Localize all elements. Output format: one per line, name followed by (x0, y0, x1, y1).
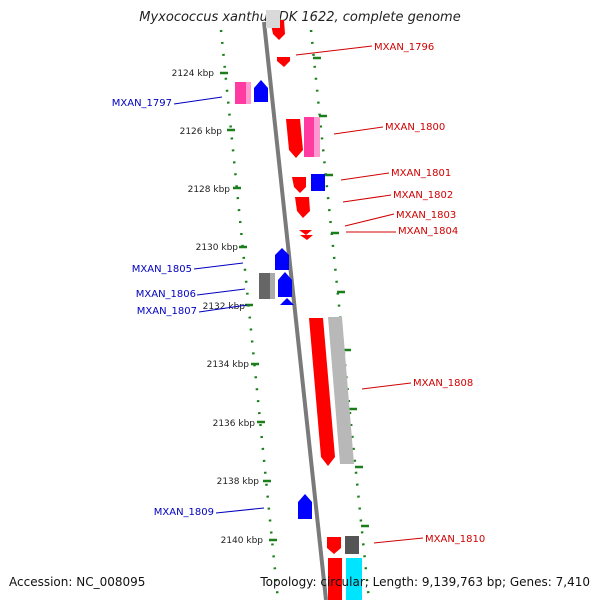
scale-tick-label: 2138 kbp (217, 477, 260, 487)
label-leader-line (173, 96, 223, 105)
label-leader-line (295, 45, 373, 56)
gene-label-mxan-1810[interactable]: MXAN_1810 (425, 534, 485, 545)
label-leader-line (333, 126, 384, 135)
label-leader-line (193, 262, 244, 270)
gene-feature-reverse[interactable] (280, 298, 294, 305)
gene-label-mxan-1806[interactable]: MXAN_1806 (136, 289, 196, 300)
gene-feature-forward[interactable] (327, 537, 341, 554)
label-leader-line (361, 382, 412, 390)
gene-label-mxan-1796[interactable]: MXAN_1796 (374, 42, 434, 53)
gene-feature-grey[interactable] (345, 536, 359, 554)
gene-feature-pink-shade[interactable] (314, 117, 320, 157)
gene-label-mxan-1805[interactable]: MXAN_1805 (132, 264, 192, 275)
label-leader-line (342, 194, 392, 203)
gene-label-mxan-1807[interactable]: MXAN_1807 (137, 306, 197, 317)
label-leader-line (196, 288, 246, 296)
gene-feature-forward[interactable] (295, 197, 310, 218)
gene-label-mxan-1803[interactable]: MXAN_1803 (396, 210, 456, 221)
label-leader-line (198, 304, 248, 313)
gene-label-mxan-1804[interactable]: MXAN_1804 (398, 226, 458, 237)
gene-label-mxan-1801[interactable]: MXAN_1801 (391, 168, 451, 179)
scale-tick-label: 2126 kbp (180, 127, 223, 137)
left-scale-guide (219, 29, 280, 600)
genome-summary-text: Topology: circular; Length: 9,139,763 bp… (260, 575, 590, 589)
gene-feature-forward[interactable] (277, 57, 290, 67)
gene-feature-reverse[interactable] (311, 174, 325, 191)
gene-label-mxan-1808[interactable]: MXAN_1808 (413, 378, 473, 389)
scale-tick-label: 2134 kbp (207, 360, 250, 370)
scale-tick-label: 2130 kbp (196, 243, 239, 253)
gene-feature-forward[interactable] (292, 177, 306, 193)
gene-label-mxan-1800[interactable]: MXAN_1800 (385, 122, 445, 133)
scale-tick-label: 2128 kbp (188, 185, 231, 195)
accession-text: Accession: NC_008095 (9, 575, 146, 589)
map-title: Myxococcus xanthus DK 1622, complete gen… (139, 10, 461, 25)
label-leader-line (340, 172, 390, 181)
gene-feature-reverse[interactable] (275, 248, 289, 270)
gene-feature-reverse[interactable] (298, 494, 312, 519)
gene-label-mxan-1797[interactable]: MXAN_1797 (112, 98, 172, 109)
gene-feature-forward[interactable] (300, 235, 313, 240)
gene-label-mxan-1802[interactable]: MXAN_1802 (393, 190, 453, 201)
scale-tick-label: 2124 kbp (172, 69, 215, 79)
scale-tick-label: 2140 kbp (221, 536, 264, 546)
gene-feature-pink-shade[interactable] (246, 82, 251, 104)
gene-feature-grey-shade[interactable] (270, 273, 275, 299)
gene-feature-reverse[interactable] (278, 272, 292, 297)
gene-label-mxan-1809[interactable]: MXAN_1809 (154, 507, 214, 518)
gene-feature-forward[interactable] (328, 558, 342, 600)
gene-feature-forward[interactable] (299, 230, 312, 235)
scale-tick-label: 2132 kbp (203, 302, 246, 312)
gene-feature-forward[interactable] (309, 318, 335, 466)
label-leader-line (344, 213, 395, 227)
label-leader-line (373, 537, 424, 544)
gene-feature-cyan[interactable] (346, 558, 362, 600)
gene-feature-reverse[interactable] (254, 80, 268, 102)
gene-feature-forward[interactable] (286, 119, 303, 158)
gene-feature-grey[interactable] (266, 10, 280, 28)
scale-tick-label: 2136 kbp (213, 419, 256, 429)
gene-feature-grey[interactable] (328, 317, 354, 464)
backbone-axis (262, 21, 328, 600)
label-leader-line (215, 507, 265, 514)
